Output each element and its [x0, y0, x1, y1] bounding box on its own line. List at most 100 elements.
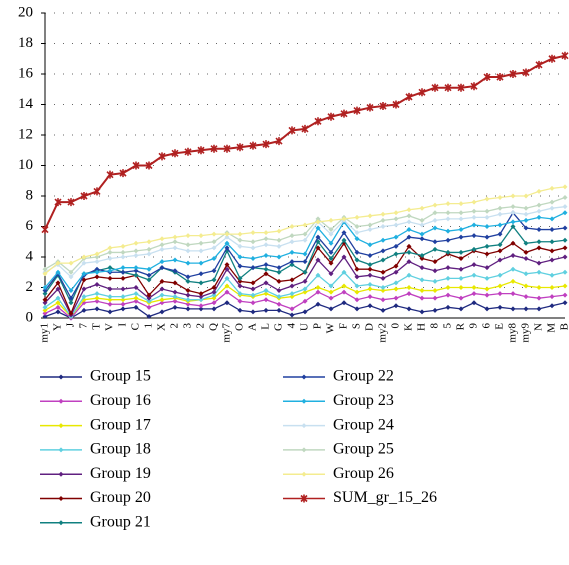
marker — [406, 291, 412, 297]
marker — [458, 201, 464, 207]
marker — [94, 298, 100, 304]
marker — [185, 274, 191, 280]
marker — [94, 259, 100, 265]
marker — [263, 266, 269, 272]
marker — [132, 161, 140, 170]
marker — [406, 259, 412, 265]
legend-marker — [58, 398, 64, 404]
marker — [341, 300, 347, 306]
marker — [133, 248, 139, 254]
marker — [263, 288, 269, 294]
marker — [94, 254, 100, 260]
marker — [523, 205, 529, 211]
marker-shape — [379, 102, 387, 111]
marker — [341, 216, 347, 222]
marker — [536, 269, 542, 275]
marker — [58, 471, 64, 477]
legend-label: Group 18 — [90, 441, 151, 458]
marker — [380, 288, 386, 294]
marker — [341, 269, 347, 275]
marker — [549, 257, 555, 263]
marker — [224, 240, 230, 246]
marker — [185, 260, 191, 266]
marker — [301, 374, 307, 380]
x-tick-label: V — [104, 323, 116, 331]
marker — [328, 271, 334, 277]
legend-label: Group 15 — [90, 368, 151, 385]
marker — [55, 260, 61, 266]
marker — [393, 251, 399, 257]
marker — [497, 304, 503, 310]
marker — [366, 103, 374, 112]
legend-marker — [58, 520, 64, 526]
marker — [327, 112, 335, 121]
marker — [58, 447, 64, 453]
marker — [250, 309, 256, 315]
marker — [380, 217, 386, 223]
marker — [58, 423, 64, 429]
marker — [146, 298, 152, 304]
marker — [133, 295, 139, 301]
marker — [159, 246, 165, 252]
legend-label: Group 20 — [90, 489, 151, 506]
marker — [523, 271, 529, 277]
marker — [380, 224, 386, 229]
marker — [81, 271, 87, 277]
marker — [432, 210, 438, 216]
marker — [302, 289, 308, 295]
marker — [41, 225, 49, 234]
marker — [328, 260, 334, 266]
marker — [68, 274, 74, 280]
marker-shape — [171, 149, 179, 158]
marker — [457, 83, 465, 92]
marker — [393, 286, 399, 292]
marker — [523, 256, 529, 262]
marker — [354, 274, 360, 280]
marker — [510, 210, 516, 216]
marker — [523, 306, 529, 312]
marker-shape — [405, 92, 413, 101]
marker — [42, 307, 48, 313]
marker — [42, 304, 48, 310]
marker — [406, 213, 412, 219]
marker — [354, 214, 360, 220]
x-tick-label: S — [351, 323, 363, 329]
marker — [562, 237, 568, 243]
marker — [263, 230, 269, 236]
marker — [81, 294, 87, 300]
marker — [380, 211, 386, 217]
marker — [328, 231, 334, 237]
marker — [340, 109, 348, 118]
marker — [250, 300, 256, 306]
marker — [211, 285, 217, 290]
marker — [120, 249, 126, 255]
marker — [549, 216, 555, 222]
marker — [354, 297, 360, 303]
marker-shape — [340, 109, 348, 118]
marker — [484, 196, 490, 202]
marker — [458, 266, 464, 272]
marker — [42, 288, 48, 294]
marker — [393, 263, 399, 269]
marker — [94, 274, 100, 280]
marker — [289, 259, 295, 265]
x-tick-label: O — [234, 323, 246, 331]
marker — [262, 140, 270, 149]
marker — [55, 269, 61, 275]
marker — [42, 313, 48, 319]
marker — [94, 251, 100, 257]
legend-marker — [58, 496, 64, 501]
marker — [133, 272, 139, 278]
marker — [523, 249, 529, 255]
marker — [250, 292, 256, 298]
marker — [510, 193, 516, 199]
marker — [510, 278, 516, 284]
marker — [445, 237, 451, 243]
marker — [237, 254, 243, 260]
marker — [172, 234, 178, 240]
marker — [250, 239, 256, 245]
marker — [289, 312, 295, 318]
marker — [354, 283, 360, 289]
marker — [159, 242, 165, 248]
marker — [328, 249, 334, 255]
